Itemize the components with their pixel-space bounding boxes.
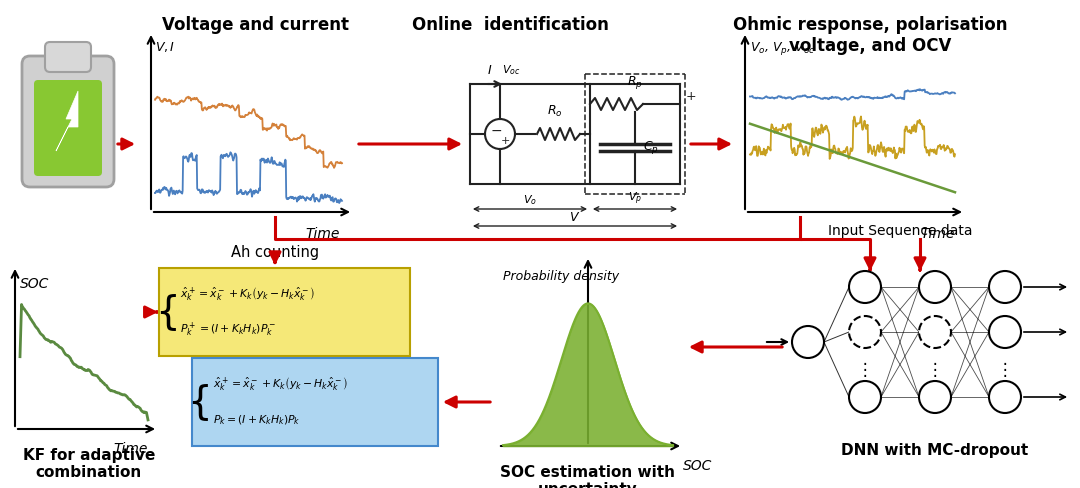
Text: $R_p$: $R_p$ xyxy=(627,74,643,91)
Text: $V$: $V$ xyxy=(569,210,581,224)
Circle shape xyxy=(849,381,881,413)
Text: $P_k^+ = \left(I + K_k H_k\right) P_k^-$: $P_k^+ = \left(I + K_k H_k\right) P_k^-$ xyxy=(180,320,276,339)
Text: Online  identification: Online identification xyxy=(411,16,608,34)
Text: $+$: $+$ xyxy=(685,90,697,103)
FancyBboxPatch shape xyxy=(33,81,102,177)
Text: $\hat{x}_k^+ = \hat{x}_k^- + K_k\left(y_k - H_k\hat{x}_k^-\right)$: $\hat{x}_k^+ = \hat{x}_k^- + K_k\left(y_… xyxy=(180,285,315,302)
Text: ⋮: ⋮ xyxy=(997,360,1013,378)
Text: SOC estimation with
uncertainty: SOC estimation with uncertainty xyxy=(500,464,675,488)
FancyBboxPatch shape xyxy=(192,358,438,446)
Circle shape xyxy=(989,381,1021,413)
Text: $R_o$: $R_o$ xyxy=(548,103,563,119)
Text: Time: Time xyxy=(920,226,955,241)
Text: $+$: $+$ xyxy=(500,135,510,146)
Text: ⋮: ⋮ xyxy=(856,360,874,378)
Circle shape xyxy=(989,316,1021,348)
Polygon shape xyxy=(56,92,78,152)
Circle shape xyxy=(919,316,951,348)
Text: Ohmic response, polarisation
voltage, and OCV: Ohmic response, polarisation voltage, an… xyxy=(732,16,1008,55)
Text: {: { xyxy=(154,292,179,330)
Text: $\hat{x}_k^+ = \hat{x}_k^- + K_k\left(y_k - H_k\hat{x}_k^-\right)$: $\hat{x}_k^+ = \hat{x}_k^- + K_k\left(y_… xyxy=(213,375,348,392)
Text: Ah counting: Ah counting xyxy=(231,244,319,260)
FancyBboxPatch shape xyxy=(22,57,114,187)
Text: $-$: $-$ xyxy=(490,123,502,137)
FancyBboxPatch shape xyxy=(159,268,410,356)
Text: $P_k = \left(I + K_k H_k\right) P_k$: $P_k = \left(I + K_k H_k\right) P_k$ xyxy=(213,412,300,426)
Circle shape xyxy=(792,326,824,358)
Text: Voltage and current: Voltage and current xyxy=(162,16,349,34)
Text: Input Sequence data: Input Sequence data xyxy=(827,224,972,238)
Text: $V, I$: $V, I$ xyxy=(156,40,175,54)
Text: $V_{oc}$: $V_{oc}$ xyxy=(502,63,521,77)
Text: $V_o$: $V_o$ xyxy=(523,193,537,206)
Text: {: { xyxy=(188,382,213,420)
Text: DNN with MC-dropout: DNN with MC-dropout xyxy=(841,442,1028,457)
Circle shape xyxy=(989,271,1021,304)
Circle shape xyxy=(849,316,881,348)
Text: SOC: SOC xyxy=(683,458,713,472)
Text: Time: Time xyxy=(306,226,340,241)
Circle shape xyxy=(849,271,881,304)
Circle shape xyxy=(919,381,951,413)
Text: $I$: $I$ xyxy=(487,64,492,77)
Text: SOC: SOC xyxy=(21,276,50,290)
Circle shape xyxy=(919,271,951,304)
Text: Time: Time xyxy=(113,441,148,455)
Text: KF for adaptive
combination: KF for adaptive combination xyxy=(23,447,156,479)
FancyBboxPatch shape xyxy=(45,43,91,73)
Text: $V_o$, $V_p$, $V_{oc}$: $V_o$, $V_p$, $V_{oc}$ xyxy=(750,40,815,57)
Text: $C_p$: $C_p$ xyxy=(643,139,659,156)
Text: $V_p$: $V_p$ xyxy=(627,190,643,206)
Text: ⋮: ⋮ xyxy=(927,360,943,378)
Text: Probability density: Probability density xyxy=(503,269,619,283)
